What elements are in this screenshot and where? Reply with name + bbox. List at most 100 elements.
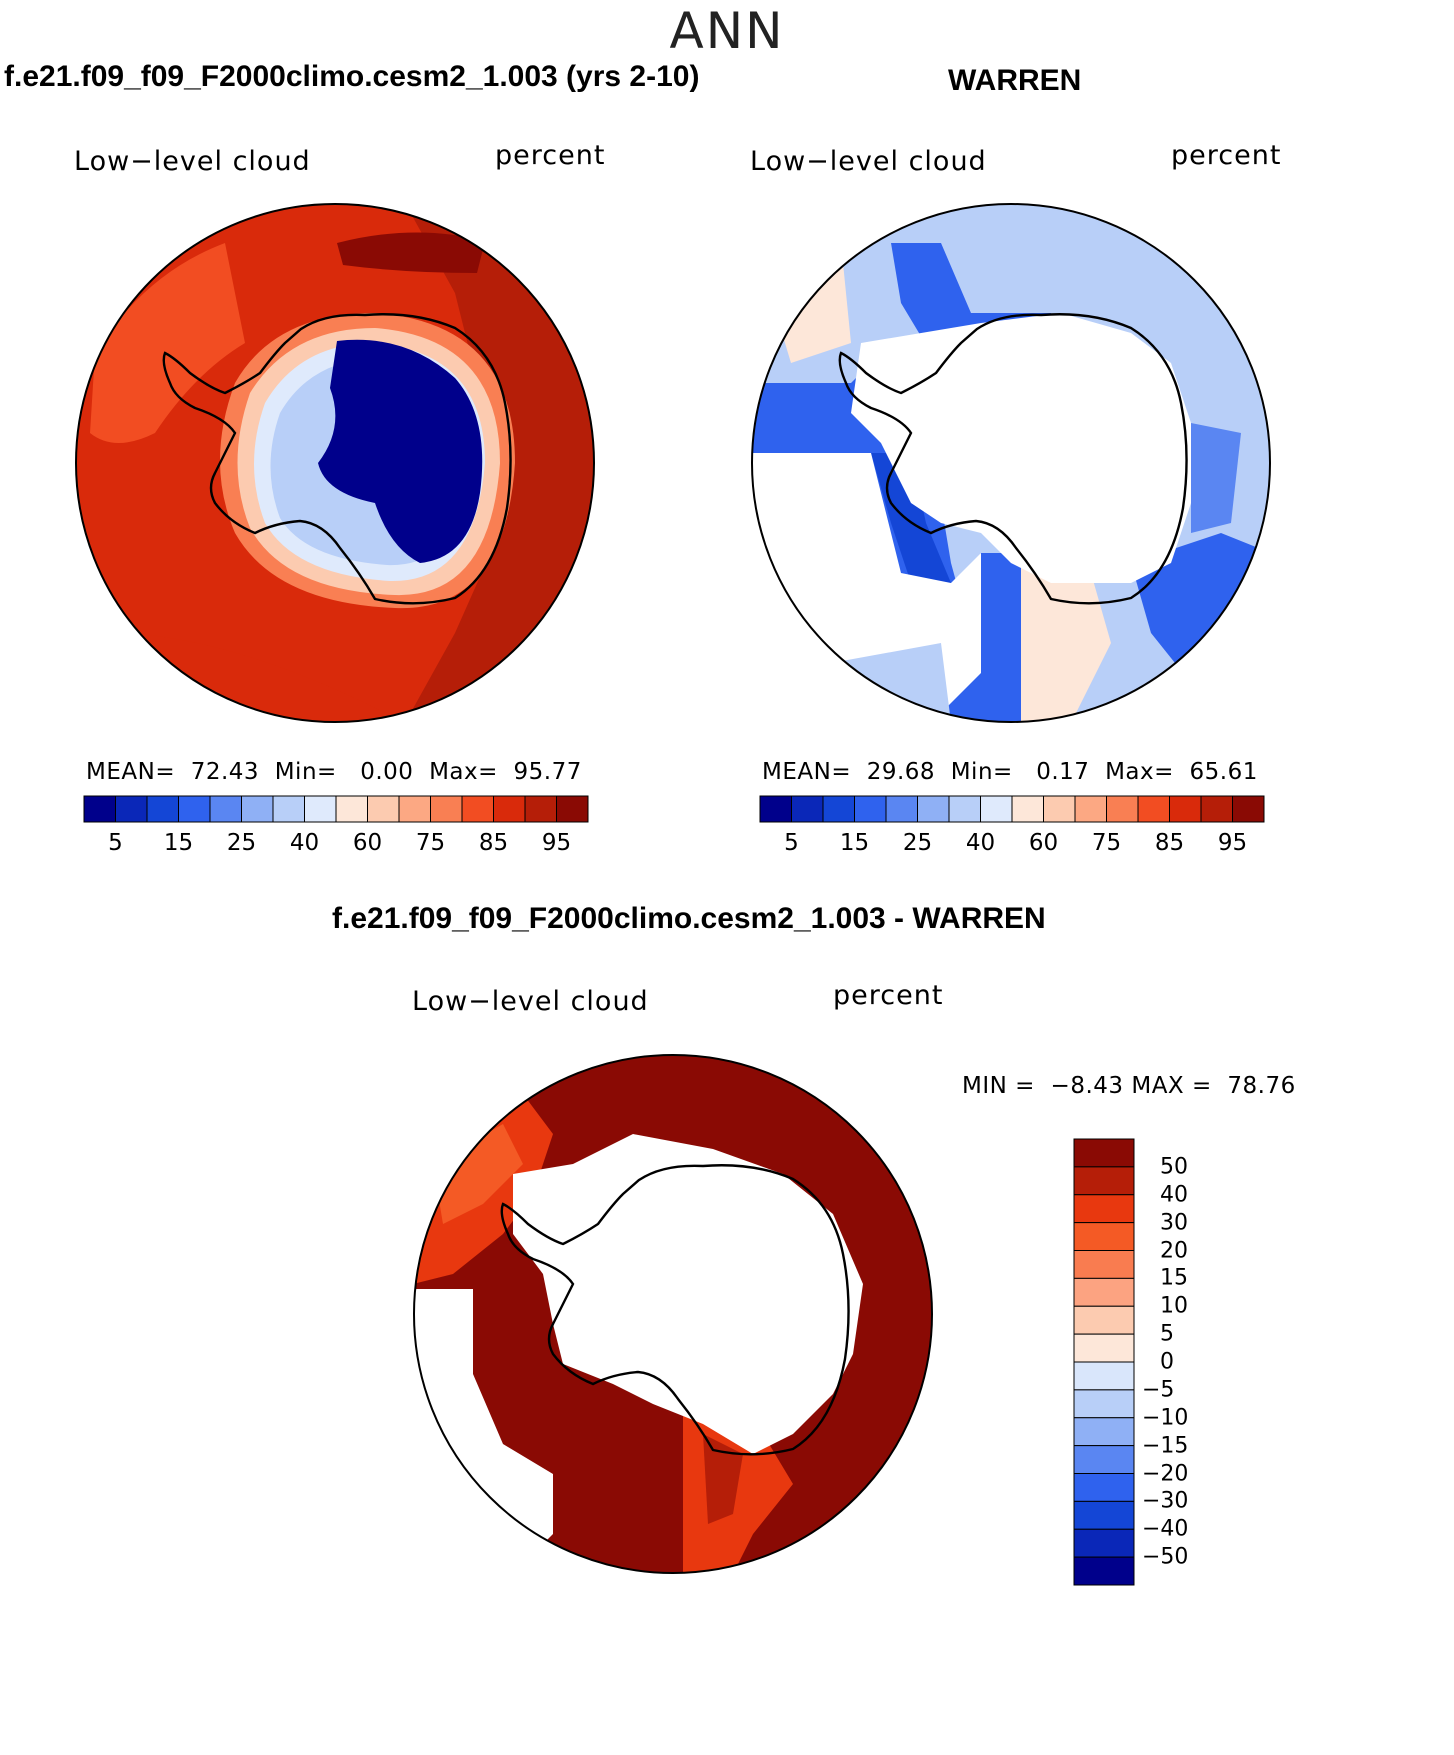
panel1-mean-value: 72.43 <box>190 759 260 785</box>
colorbar-swatch <box>115 795 148 823</box>
colorbar-tick-label: 5 <box>108 830 123 856</box>
colorbar-swatch <box>178 795 211 823</box>
moderate-cloud-sector-south <box>1021 553 1111 722</box>
panel3-heading: f.e21.f09_f09_F2000climo.cesm2_1.003 - W… <box>332 902 1046 935</box>
no-data-pole <box>513 1134 863 1454</box>
colorbar-tick-label: −30 <box>1142 1488 1189 1514</box>
panel2-min-value: 0.17 <box>1036 759 1090 785</box>
panel3-units-label: percent <box>833 980 944 1011</box>
colorbar-swatch <box>1169 795 1202 823</box>
panel1-heading: f.e21.f09_f09_F2000climo.cesm2_1.003 (yr… <box>4 60 700 93</box>
colorbar-swatch <box>1073 1473 1135 1502</box>
colorbar-swatch <box>1073 1277 1135 1307</box>
panel1-min-label: Min= <box>274 759 337 785</box>
panel2-heading: WARREN <box>948 64 1082 97</box>
colorbar-tick-label: 10 <box>1160 1293 1188 1319</box>
low-cloud-sector-east <box>1191 423 1241 533</box>
high-cloud-belt <box>405 204 594 722</box>
antarctic-coastline <box>838 313 1188 605</box>
antarctic-coastline <box>162 313 512 605</box>
moderate-cloud-sector-west <box>761 243 851 363</box>
colorbar-tick-label: 85 <box>1154 830 1185 856</box>
colorbar-tick-label: 15 <box>1160 1265 1188 1291</box>
colorbar-swatch <box>1073 1222 1135 1251</box>
colorbar-swatch <box>1137 795 1170 823</box>
colorbar-swatch <box>791 795 824 823</box>
colorbar-swatch <box>759 795 792 823</box>
panel2-mean-value: 29.68 <box>866 759 936 785</box>
panel1-colorbar <box>83 795 589 823</box>
colorbar-swatch <box>822 795 855 823</box>
colorbar-swatch <box>854 795 887 823</box>
very-low-cloud-sector <box>871 453 951 583</box>
colorbar-tick-label: 40 <box>1160 1182 1188 1208</box>
panel1-variable-label: Low−level cloud <box>74 146 311 177</box>
panel3-min-value: −8.43 <box>1050 1073 1124 1099</box>
colorbar-swatch <box>1073 1389 1135 1419</box>
panel2-polar-map <box>751 203 1271 723</box>
colorbar-swatch <box>948 795 981 823</box>
panel1-min-value: 0.00 <box>360 759 414 785</box>
colorbar-tick-label: −40 <box>1142 1516 1189 1542</box>
colorbar-swatch <box>272 795 305 823</box>
colorbar-swatch <box>1073 1445 1135 1474</box>
colorbar-swatch <box>1074 795 1107 823</box>
colorbar-swatch <box>146 795 179 823</box>
panel2-colorbar-ticks: 5 15 25 40 60 75 85 95 <box>760 830 1264 860</box>
panel2-mean-label: MEAN= <box>762 759 852 785</box>
panel2-units-label: percent <box>1171 140 1282 171</box>
colorbar-tick-label: 40 <box>289 830 320 856</box>
panel2-max-value: 65.61 <box>1189 759 1258 785</box>
colorbar-swatch <box>917 795 950 823</box>
colorbar-tick-label: 60 <box>352 830 383 856</box>
panel1-mean-label: MEAN= <box>86 759 176 785</box>
colorbar-tick-label: 30 <box>1160 1210 1188 1236</box>
colorbar-swatch <box>1011 795 1044 823</box>
panel1-polar-map <box>75 203 595 723</box>
colorbar-tick-label: 85 <box>478 830 509 856</box>
colorbar-swatch <box>335 795 368 823</box>
panel2-variable-label: Low−level cloud <box>750 146 987 177</box>
colorbar-swatch <box>1073 1556 1135 1586</box>
colorbar-swatch <box>209 795 242 823</box>
panel2-max-label: Max= <box>1105 759 1174 785</box>
colorbar-swatch <box>1200 795 1233 823</box>
panel1-max-label: Max= <box>429 759 498 785</box>
colorbar-swatch <box>241 795 274 823</box>
panel3-stats: MIN = −8.43 MAX = 78.76 <box>962 1073 1296 1099</box>
colorbar-swatch <box>493 795 526 823</box>
page-title: ANN <box>669 2 785 60</box>
colorbar-swatch <box>1106 795 1139 823</box>
colorbar-tick-label: 95 <box>541 830 572 856</box>
panel3-polar-map <box>413 1054 933 1574</box>
colorbar-swatch <box>1073 1305 1135 1335</box>
colorbar-tick-label: 40 <box>965 830 996 856</box>
antarctic-coastline <box>500 1164 850 1456</box>
colorbar-swatch <box>1073 1166 1135 1196</box>
colorbar-tick-label: −5 <box>1142 1377 1175 1403</box>
colorbar-swatch <box>885 795 918 823</box>
colorbar-swatch <box>1073 1528 1135 1558</box>
panel1-colorbar-ticks: 5 15 25 40 60 75 85 95 <box>84 830 588 860</box>
colorbar-tick-label: 25 <box>226 830 257 856</box>
colorbar-swatch <box>304 795 337 823</box>
cloud-maximum-patch <box>337 232 485 273</box>
colorbar-tick-label: 0 <box>1160 1349 1174 1375</box>
panel2-colorbar <box>759 795 1265 823</box>
colorbar-swatch <box>980 795 1013 823</box>
panel3-max-value: 78.76 <box>1227 1073 1296 1099</box>
colorbar-swatch <box>1073 1194 1135 1224</box>
colorbar-tick-label: 15 <box>839 830 870 856</box>
colorbar-tick-label: 20 <box>1160 1238 1188 1263</box>
panel3-colorbar <box>1073 1138 1135 1586</box>
colorbar-swatch <box>398 795 431 823</box>
lower-cloud-patch <box>90 243 245 443</box>
colorbar-swatch <box>1073 1333 1135 1363</box>
panel3-max-label: MAX = <box>1131 1073 1212 1099</box>
colorbar-tick-label: 5 <box>784 830 799 856</box>
colorbar-swatch <box>1043 795 1076 823</box>
colorbar-swatch <box>461 795 494 823</box>
colorbar-tick-label: 60 <box>1028 830 1059 856</box>
colorbar-tick-label: 25 <box>902 830 933 856</box>
colorbar-tick-label: 75 <box>1091 830 1122 856</box>
